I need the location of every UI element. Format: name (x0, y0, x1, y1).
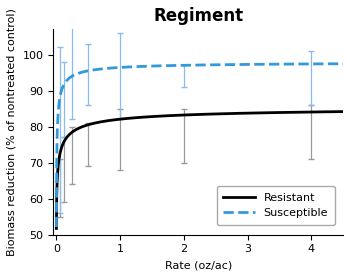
Line: Susceptible: Susceptible (56, 64, 343, 227)
Title: Regiment: Regiment (153, 7, 243, 25)
Susceptible (186, 63, 190, 67)
Resistant (332, 110, 337, 113)
Y-axis label: Biomass reduction (% of nontreated control): Biomass reduction (% of nontreated contr… (7, 8, 17, 256)
Susceptible (69, 75, 73, 78)
Resistant (54, 227, 58, 230)
Resistant (194, 113, 198, 116)
Susceptible (280, 62, 284, 66)
Susceptible (54, 225, 58, 229)
Resistant (332, 110, 337, 113)
Legend: Resistant, Susceptible: Resistant, Susceptible (217, 186, 335, 225)
Resistant (69, 131, 73, 135)
Resistant (280, 111, 284, 114)
Susceptible (194, 63, 198, 67)
X-axis label: Rate (oz/ac): Rate (oz/ac) (164, 260, 232, 270)
Resistant (186, 113, 190, 117)
Susceptible (332, 62, 337, 65)
Susceptible (341, 62, 345, 65)
Susceptible (332, 62, 337, 65)
Line: Resistant: Resistant (56, 112, 343, 229)
Resistant (341, 110, 345, 113)
